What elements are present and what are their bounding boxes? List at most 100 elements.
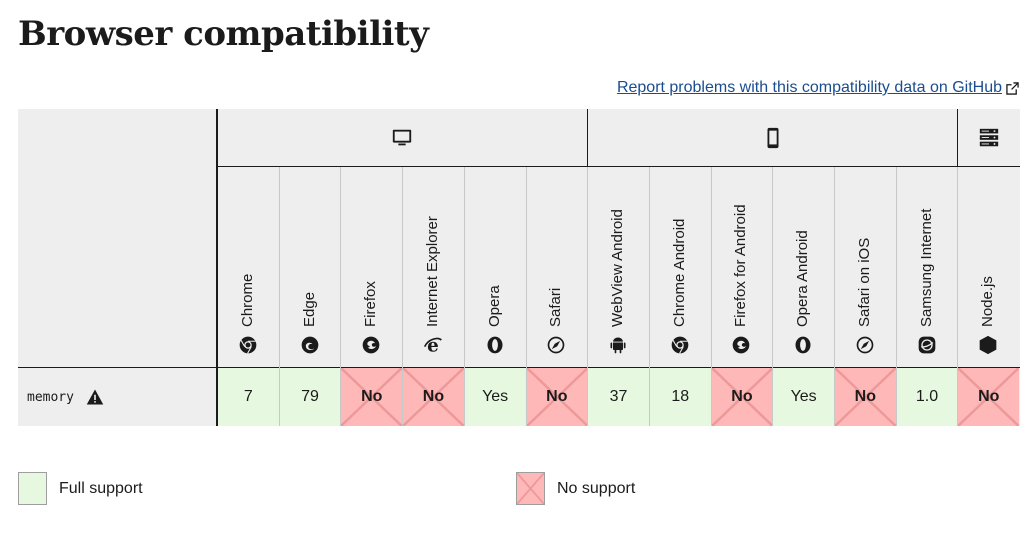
browser-name: Opera Android: [794, 230, 812, 327]
column-separator: [772, 167, 774, 426]
support-value: 7: [243, 388, 253, 405]
full-support-label: Full support: [59, 479, 143, 497]
browser-header-opera: Opera: [464, 167, 526, 367]
support-value: No: [361, 388, 383, 405]
browser-name: Edge: [300, 291, 318, 327]
support-value: No: [422, 388, 445, 405]
support-value: Yes: [790, 388, 817, 405]
android-icon: [608, 335, 628, 355]
browser-header-safari-on-ios: Safari on iOS: [834, 167, 896, 367]
svg-text:e: e: [427, 336, 439, 355]
header-bottom-divider: [18, 367, 1020, 368]
cross-icon: [958, 368, 1020, 426]
support-cell[interactable]: 79: [279, 368, 341, 426]
opera-icon: [485, 335, 505, 355]
cross-icon: [835, 368, 896, 426]
support-cell[interactable]: No: [835, 368, 896, 426]
legend-no-support: No support: [516, 472, 635, 505]
support-cell[interactable]: 7: [218, 368, 279, 426]
support-value: 37: [609, 388, 628, 405]
chrome-icon: [238, 335, 258, 355]
column-separator: [402, 167, 404, 426]
safari-icon: [546, 335, 566, 355]
no-support-swatch: [516, 472, 545, 505]
cross-icon: [403, 368, 464, 426]
support-cell[interactable]: 1.0: [896, 368, 958, 426]
support-cell[interactable]: No: [526, 368, 588, 426]
support-value: No: [731, 388, 753, 405]
browser-name: Chrome Android: [670, 218, 688, 327]
column-separator: [895, 167, 897, 426]
mobile-icon: [767, 127, 778, 148]
browser-header-firefox: Firefox: [340, 167, 402, 367]
cross-icon: [711, 368, 773, 426]
column-separator: [648, 167, 650, 426]
column-separator: [587, 167, 589, 426]
browser-header-firefox-for-android: Firefox for Android: [711, 167, 773, 367]
feature-row-header: memory: [18, 368, 216, 426]
browser-header-safari: Safari: [526, 167, 588, 367]
browser-name: Firefox: [362, 281, 380, 327]
support-cell[interactable]: No: [711, 368, 773, 426]
edge-icon: [300, 335, 320, 355]
column-separator: [340, 167, 342, 426]
support-cell[interactable]: Yes: [464, 368, 526, 426]
browser-name: Safari: [547, 287, 565, 327]
support-value: No: [546, 388, 568, 405]
table-divider: [216, 109, 218, 426]
support-value: No: [978, 388, 1000, 405]
platform-desktop: [217, 109, 587, 166]
column-separator: [957, 167, 959, 426]
platform-mobile: [588, 109, 957, 166]
browser-name: Firefox for Android: [732, 204, 750, 327]
support-value: 79: [301, 388, 319, 405]
support-cell[interactable]: 37: [588, 368, 649, 426]
firefox-icon: [731, 335, 751, 355]
browser-header-opera-android: Opera Android: [772, 167, 834, 367]
nodejs-icon: [978, 335, 998, 355]
external-link-icon: [1006, 81, 1019, 95]
support-cell[interactable]: No: [403, 368, 464, 426]
desktop-icon: [392, 129, 412, 145]
support-cell[interactable]: 18: [649, 368, 711, 426]
support-value: Yes: [482, 388, 509, 405]
full-support-swatch: [18, 472, 47, 505]
browser-name: Chrome: [238, 273, 256, 327]
browser-name: Samsung Internet: [917, 208, 935, 327]
column-separator: [278, 167, 280, 426]
compat-table: memory Chrome 7 Edge 79 Firefox No Internet Ex…: [18, 109, 1020, 426]
browser-header-samsung-internet: Samsung Internet: [896, 167, 958, 367]
no-support-label: No support: [557, 479, 636, 497]
internet-explorer-icon: e: [423, 335, 443, 357]
browser-name: Opera: [485, 285, 503, 327]
cross-icon: [526, 368, 588, 426]
browser-header-chrome: Chrome: [217, 167, 279, 367]
cross-icon: [517, 473, 544, 504]
platform-server: [958, 109, 1020, 166]
report-link-label: Report problems with this compatibility …: [616, 79, 1002, 96]
report-problems-link[interactable]: Report problems with this compatibility …: [617, 79, 1019, 97]
firefox-icon: [361, 335, 381, 355]
opera-icon: [793, 335, 813, 355]
legend-full-support: Full support: [18, 472, 143, 505]
cross-icon: [341, 368, 403, 426]
browser-header-webview-android: WebView Android: [587, 167, 649, 367]
support-cell[interactable]: No: [341, 368, 403, 426]
platform-divider: [216, 166, 1020, 167]
support-value: 18: [671, 388, 690, 405]
feature-name: memory: [27, 389, 74, 405]
column-separator: [710, 167, 712, 426]
browser-name: Safari on iOS: [855, 237, 873, 327]
column-separator: [834, 167, 835, 426]
browser-header-internet-explorer: Internet Explorer e: [402, 167, 464, 367]
browser-name: WebView Android: [609, 209, 627, 327]
safari-icon: [855, 335, 875, 355]
column-separator: [525, 167, 527, 426]
page-title: Browser compatibility: [18, 14, 429, 54]
samsung-internet-icon: [917, 335, 937, 355]
support-value: No: [854, 388, 876, 405]
column-separator: [463, 167, 465, 426]
support-cell[interactable]: No: [958, 368, 1020, 426]
support-cell[interactable]: Yes: [773, 368, 834, 426]
chrome-icon: [670, 335, 690, 355]
